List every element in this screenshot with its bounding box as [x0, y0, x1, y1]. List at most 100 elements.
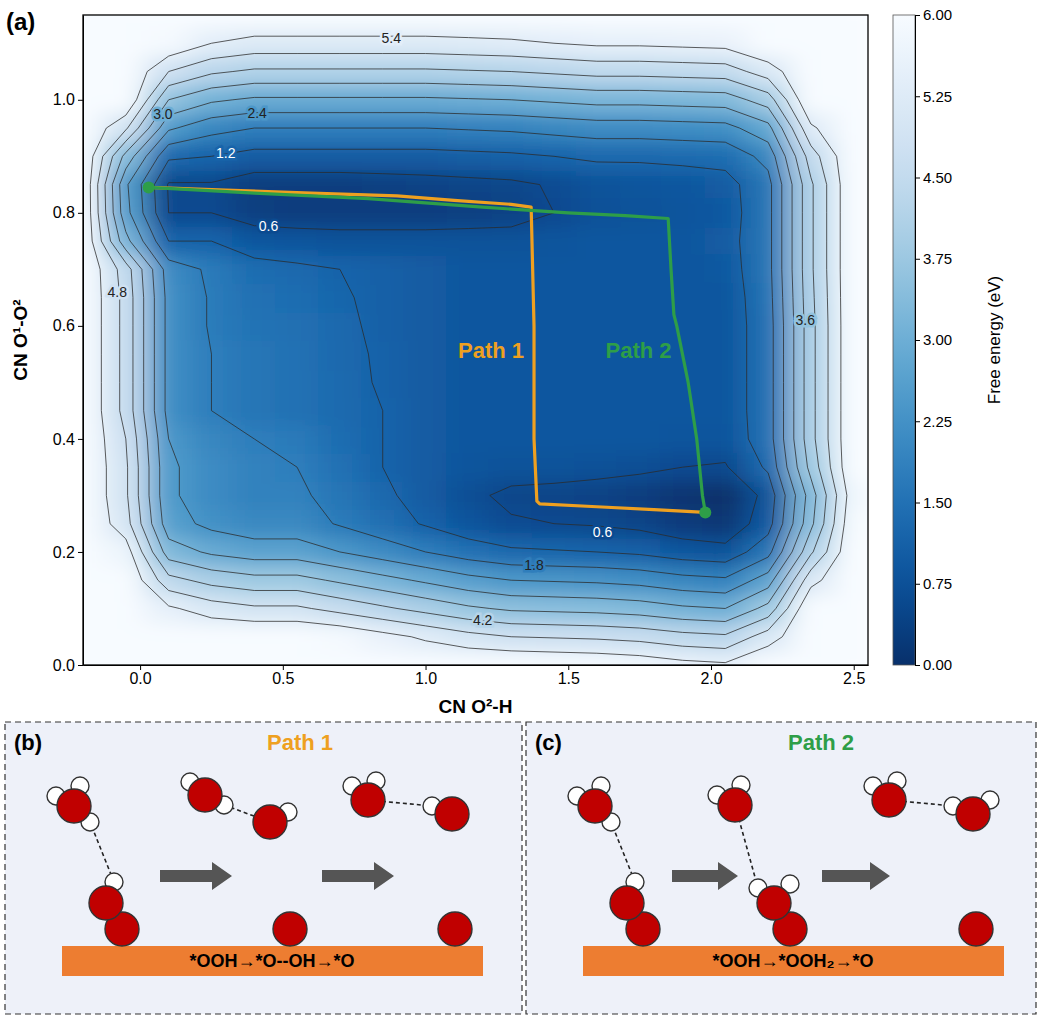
heat-cell	[618, 453, 661, 481]
reaction-text: *OOH→*OOH₂→*O	[712, 951, 873, 971]
heat-cell	[832, 199, 868, 227]
heat-cell	[832, 651, 868, 665]
tick: 0.8	[53, 204, 83, 221]
heat-cell	[618, 142, 661, 170]
heat-cell	[832, 312, 868, 340]
heat-cell	[790, 199, 833, 227]
heat-cell	[361, 510, 404, 538]
tick-mark	[426, 665, 427, 670]
heat-cell	[447, 142, 490, 170]
tick: 3.75	[915, 250, 952, 267]
contour-line	[83, 15, 868, 665]
heat-cell	[704, 312, 747, 340]
heat-cell	[832, 594, 868, 622]
heat-cell	[276, 57, 319, 85]
heat-cell	[832, 114, 868, 142]
heat-cell	[104, 594, 147, 622]
tick-label: 4.50	[923, 169, 952, 186]
heat-cell	[276, 227, 319, 255]
heat-cell	[276, 481, 319, 509]
heat-cell	[533, 594, 576, 622]
heat-cell	[490, 312, 533, 340]
contour-line	[83, 15, 868, 665]
heat-cell	[832, 255, 868, 283]
tick: 4.50	[915, 169, 952, 186]
heat-cell	[83, 510, 104, 538]
heat-cell	[575, 29, 618, 57]
tick-mark	[78, 326, 83, 327]
heat-cell	[190, 651, 233, 665]
heat-cell	[575, 15, 618, 29]
heat-cell	[361, 651, 404, 665]
heat-cell	[447, 312, 490, 340]
oxygen-atom	[89, 886, 123, 920]
oxygen-atom	[956, 797, 990, 831]
contour-label: 3.6	[795, 312, 815, 328]
heat-cell	[790, 368, 833, 396]
heat-cell	[618, 368, 661, 396]
reaction-path	[149, 187, 706, 512]
heat-cell	[83, 170, 104, 198]
diagram-panel: (b)Path 1*OOH→*O--OH→*O	[5, 722, 522, 1014]
heat-cell	[790, 340, 833, 368]
heat-cell	[490, 255, 533, 283]
heat-cell	[447, 29, 490, 57]
heat-cell	[790, 312, 833, 340]
heat-cell	[104, 255, 147, 283]
tick-mark	[78, 213, 83, 214]
heat-cell	[190, 170, 233, 198]
heat-cell	[618, 283, 661, 311]
heat-cell	[404, 57, 447, 85]
heat-cell	[147, 594, 190, 622]
heat-cell	[104, 29, 147, 57]
heat-cell	[319, 368, 362, 396]
heat-cell	[104, 538, 147, 566]
heat-cell	[361, 86, 404, 114]
heat-cell	[704, 57, 747, 85]
tick-label: 0.2	[53, 544, 75, 561]
heat-cell	[790, 623, 833, 651]
heat-cell	[832, 29, 868, 57]
heat-cell	[661, 114, 704, 142]
panel-letter: (a)	[6, 8, 35, 35]
heat-cell	[361, 340, 404, 368]
heat-cell	[404, 481, 447, 509]
tick-label: 3.75	[923, 250, 952, 267]
tick-mark	[915, 15, 920, 16]
heat-cell	[319, 425, 362, 453]
tick: 0.00	[915, 656, 952, 673]
heat-cell	[447, 283, 490, 311]
heatmap-cells	[83, 15, 868, 665]
heat-cell	[361, 623, 404, 651]
heat-cell	[490, 453, 533, 481]
panel-letter: (b)	[14, 730, 42, 755]
colorbar	[893, 15, 915, 665]
heat-cell	[790, 594, 833, 622]
contour-line	[83, 15, 868, 665]
heat-cell	[319, 651, 362, 665]
heat-cell	[319, 623, 362, 651]
heat-cell	[747, 29, 790, 57]
heat-cell	[190, 255, 233, 283]
heat-cell	[533, 283, 576, 311]
heat-cell	[704, 368, 747, 396]
heat-cell	[276, 651, 319, 665]
heat-cell	[147, 510, 190, 538]
tick: 1.50	[915, 494, 952, 511]
tick-mark	[568, 665, 569, 670]
heat-cell	[361, 481, 404, 509]
heat-cell	[276, 368, 319, 396]
contour-line	[83, 15, 868, 665]
oxygen-atom	[438, 912, 472, 946]
heat-cell	[661, 283, 704, 311]
heat-cell	[319, 86, 362, 114]
tick-mark	[78, 439, 83, 440]
heat-cell	[790, 29, 833, 57]
heat-cell	[190, 57, 233, 85]
heat-cell	[747, 199, 790, 227]
heat-cell	[790, 57, 833, 85]
heat-cell	[618, 397, 661, 425]
heat-cell	[147, 397, 190, 425]
heat-cell	[147, 340, 190, 368]
heat-cell	[233, 142, 276, 170]
